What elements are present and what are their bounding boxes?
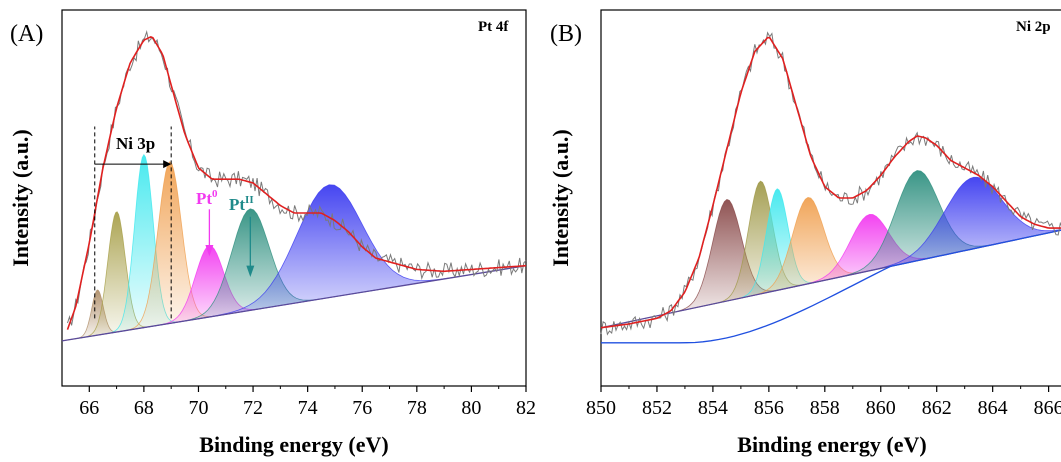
panel-a-envelope [66, 36, 527, 330]
x-tick-label: 74 [298, 397, 318, 419]
panel-b-envelope [600, 36, 1061, 329]
panel-b-raw-data [600, 31, 1061, 336]
x-tick-label: 80 [461, 397, 481, 419]
panel-a-frame [61, 9, 527, 387]
x-tick-label: 852 [642, 397, 672, 419]
x-tick-label: 82 [516, 397, 536, 419]
panel-b-ylabel: Intensity (a.u.) [548, 129, 573, 267]
panel-b-title: Ni 2p [1016, 19, 1051, 35]
panel-b-xlabel: Binding energy (eV) [737, 432, 926, 457]
x-tick-label: 66 [79, 397, 99, 419]
fit-envelope [600, 36, 1061, 329]
fit-envelope [66, 36, 527, 330]
panel-b-peaks [626, 170, 1061, 323]
x-tick-label: 72 [243, 397, 263, 419]
x-tick-label: 856 [754, 397, 784, 419]
x-tick-label: 862 [922, 397, 952, 419]
panel-b-label: (B) [550, 21, 582, 47]
x-tick-label: 68 [134, 397, 154, 419]
x-tick-label: 866 [1034, 397, 1061, 419]
x-tick-label: 850 [586, 397, 616, 419]
x-tick-label: 864 [978, 397, 1008, 419]
panel-b-frame [600, 9, 1061, 387]
ni3p-arrowhead [163, 160, 172, 169]
panel-b-background-line [600, 229, 1061, 344]
panel-a-ylabel: Intensity (a.u.) [8, 129, 33, 267]
pt0-arrowhead [205, 245, 214, 257]
x-tick-label: 858 [810, 397, 840, 419]
panel-b-ni2p: (B) Ni 2p 850 852 854 856 858 860 862 864 866 Bi… [548, 9, 1061, 457]
pt0-label: Pt0 [196, 188, 218, 208]
ni3p-label: Ni 3p [116, 134, 155, 153]
panel-a-title: Pt 4f [478, 19, 509, 35]
raw-spectrum [67, 29, 527, 326]
background-line [61, 265, 527, 342]
panel-a-xlabel: Binding energy (eV) [199, 432, 388, 457]
x-tick-label: 860 [866, 397, 896, 419]
panel-a-peaks [61, 153, 527, 342]
shirley-background [601, 229, 1061, 344]
x-tick-label: 70 [188, 397, 208, 419]
panel-a-raw-data [67, 29, 527, 326]
x-tick-label: 76 [352, 397, 372, 419]
x-tick-label: 78 [407, 397, 427, 419]
pt2-arrowhead [246, 265, 255, 277]
panel-a-pt4f: (A) Ni 3p Pt0 PtII Pt 4f 66 68 70 72 74 76 78 8… [8, 9, 536, 457]
panel-a-label: (A) [10, 21, 43, 47]
raw-spectrum [600, 31, 1061, 336]
panel-a-annotations: Ni 3p Pt0 PtII [94, 126, 255, 319]
panel-a-background-line [61, 265, 527, 342]
x-tick-label: 854 [698, 397, 728, 419]
pt2-label: PtII [229, 194, 254, 214]
panel-b-x-axis: 850 852 854 856 858 860 862 864 866 [586, 386, 1061, 419]
panel-a-x-axis: 66 68 70 72 74 76 78 80 82 [79, 386, 536, 419]
